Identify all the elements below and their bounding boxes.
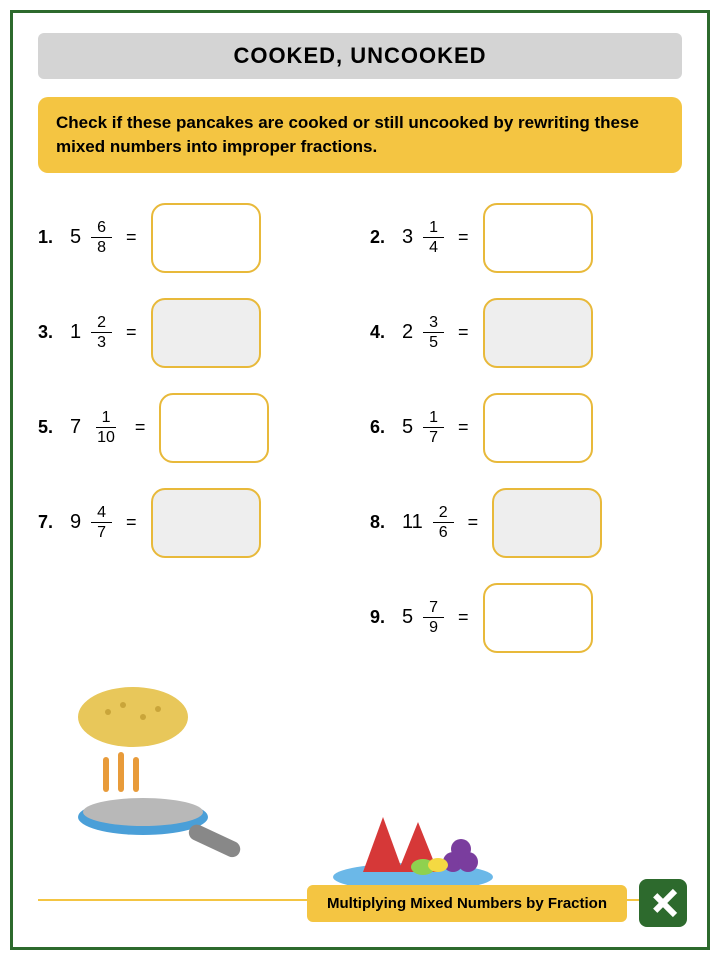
problem-number: 9. <box>370 607 392 628</box>
problem-item: 1. 5 68 = <box>38 203 350 273</box>
problem-number: 7. <box>38 512 60 533</box>
problems-grid: 1. 5 68 = 2. 3 14 = 3. 1 23 = 4. 2 35 = <box>38 203 682 653</box>
problem-number: 3. <box>38 322 60 343</box>
problem-item: 3. 1 23 = <box>38 298 350 368</box>
answer-box[interactable] <box>159 393 269 463</box>
answer-box[interactable] <box>483 393 593 463</box>
problem-number: 5. <box>38 417 60 438</box>
equals-sign: = <box>458 227 469 248</box>
equals-sign: = <box>126 227 137 248</box>
fraction: 47 <box>91 503 112 542</box>
fruit-icon <box>323 787 503 897</box>
problem-item: 2. 3 14 = <box>370 203 682 273</box>
worksheet-page: COOKED, UNCOOKED Check if these pancakes… <box>10 10 710 950</box>
answer-box[interactable] <box>483 298 593 368</box>
problem-item: 9. 5 79 = <box>370 583 682 653</box>
problem-number: 2. <box>370 227 392 248</box>
equals-sign: = <box>468 512 479 533</box>
whole-number: 11 <box>402 511 423 534</box>
whole-number: 5 <box>70 226 81 249</box>
ruler-pencil-icon <box>639 879 687 927</box>
answer-box[interactable] <box>151 203 261 273</box>
equals-sign: = <box>458 607 469 628</box>
whole-number: 7 <box>70 416 81 439</box>
problem-number: 6. <box>370 417 392 438</box>
instruction-text: Check if these pancakes are cooked or st… <box>38 97 682 173</box>
fraction: 23 <box>91 313 112 352</box>
whole-number: 3 <box>402 226 413 249</box>
pancake-icon <box>53 667 253 867</box>
fraction: 14 <box>423 218 444 257</box>
whole-number: 2 <box>402 321 413 344</box>
equals-sign: = <box>458 322 469 343</box>
page-title: COOKED, UNCOOKED <box>38 33 682 79</box>
equals-sign: = <box>135 417 146 438</box>
equals-sign: = <box>126 512 137 533</box>
answer-box[interactable] <box>492 488 602 558</box>
answer-box[interactable] <box>483 203 593 273</box>
footer-label: Multiplying Mixed Numbers by Fraction <box>307 885 627 922</box>
fraction: 110 <box>91 408 121 447</box>
whole-number: 9 <box>70 511 81 534</box>
equals-sign: = <box>126 322 137 343</box>
problem-number: 4. <box>370 322 392 343</box>
problem-item: 4. 2 35 = <box>370 298 682 368</box>
fraction: 26 <box>433 503 454 542</box>
fraction: 35 <box>423 313 444 352</box>
problem-item: 5. 7 110 = <box>38 393 350 463</box>
equals-sign: = <box>458 417 469 438</box>
answer-box[interactable] <box>151 298 261 368</box>
whole-number: 1 <box>70 321 81 344</box>
whole-number: 5 <box>402 416 413 439</box>
problem-item: 8. 11 26 = <box>370 488 682 558</box>
answer-box[interactable] <box>483 583 593 653</box>
fraction: 68 <box>91 218 112 257</box>
fraction: 79 <box>423 598 444 637</box>
problem-number: 1. <box>38 227 60 248</box>
whole-number: 5 <box>402 606 413 629</box>
problem-item: 7. 9 47 = <box>38 488 350 558</box>
problem-item: 6. 5 17 = <box>370 393 682 463</box>
problem-number: 8. <box>370 512 392 533</box>
answer-box[interactable] <box>151 488 261 558</box>
fraction: 17 <box>423 408 444 447</box>
